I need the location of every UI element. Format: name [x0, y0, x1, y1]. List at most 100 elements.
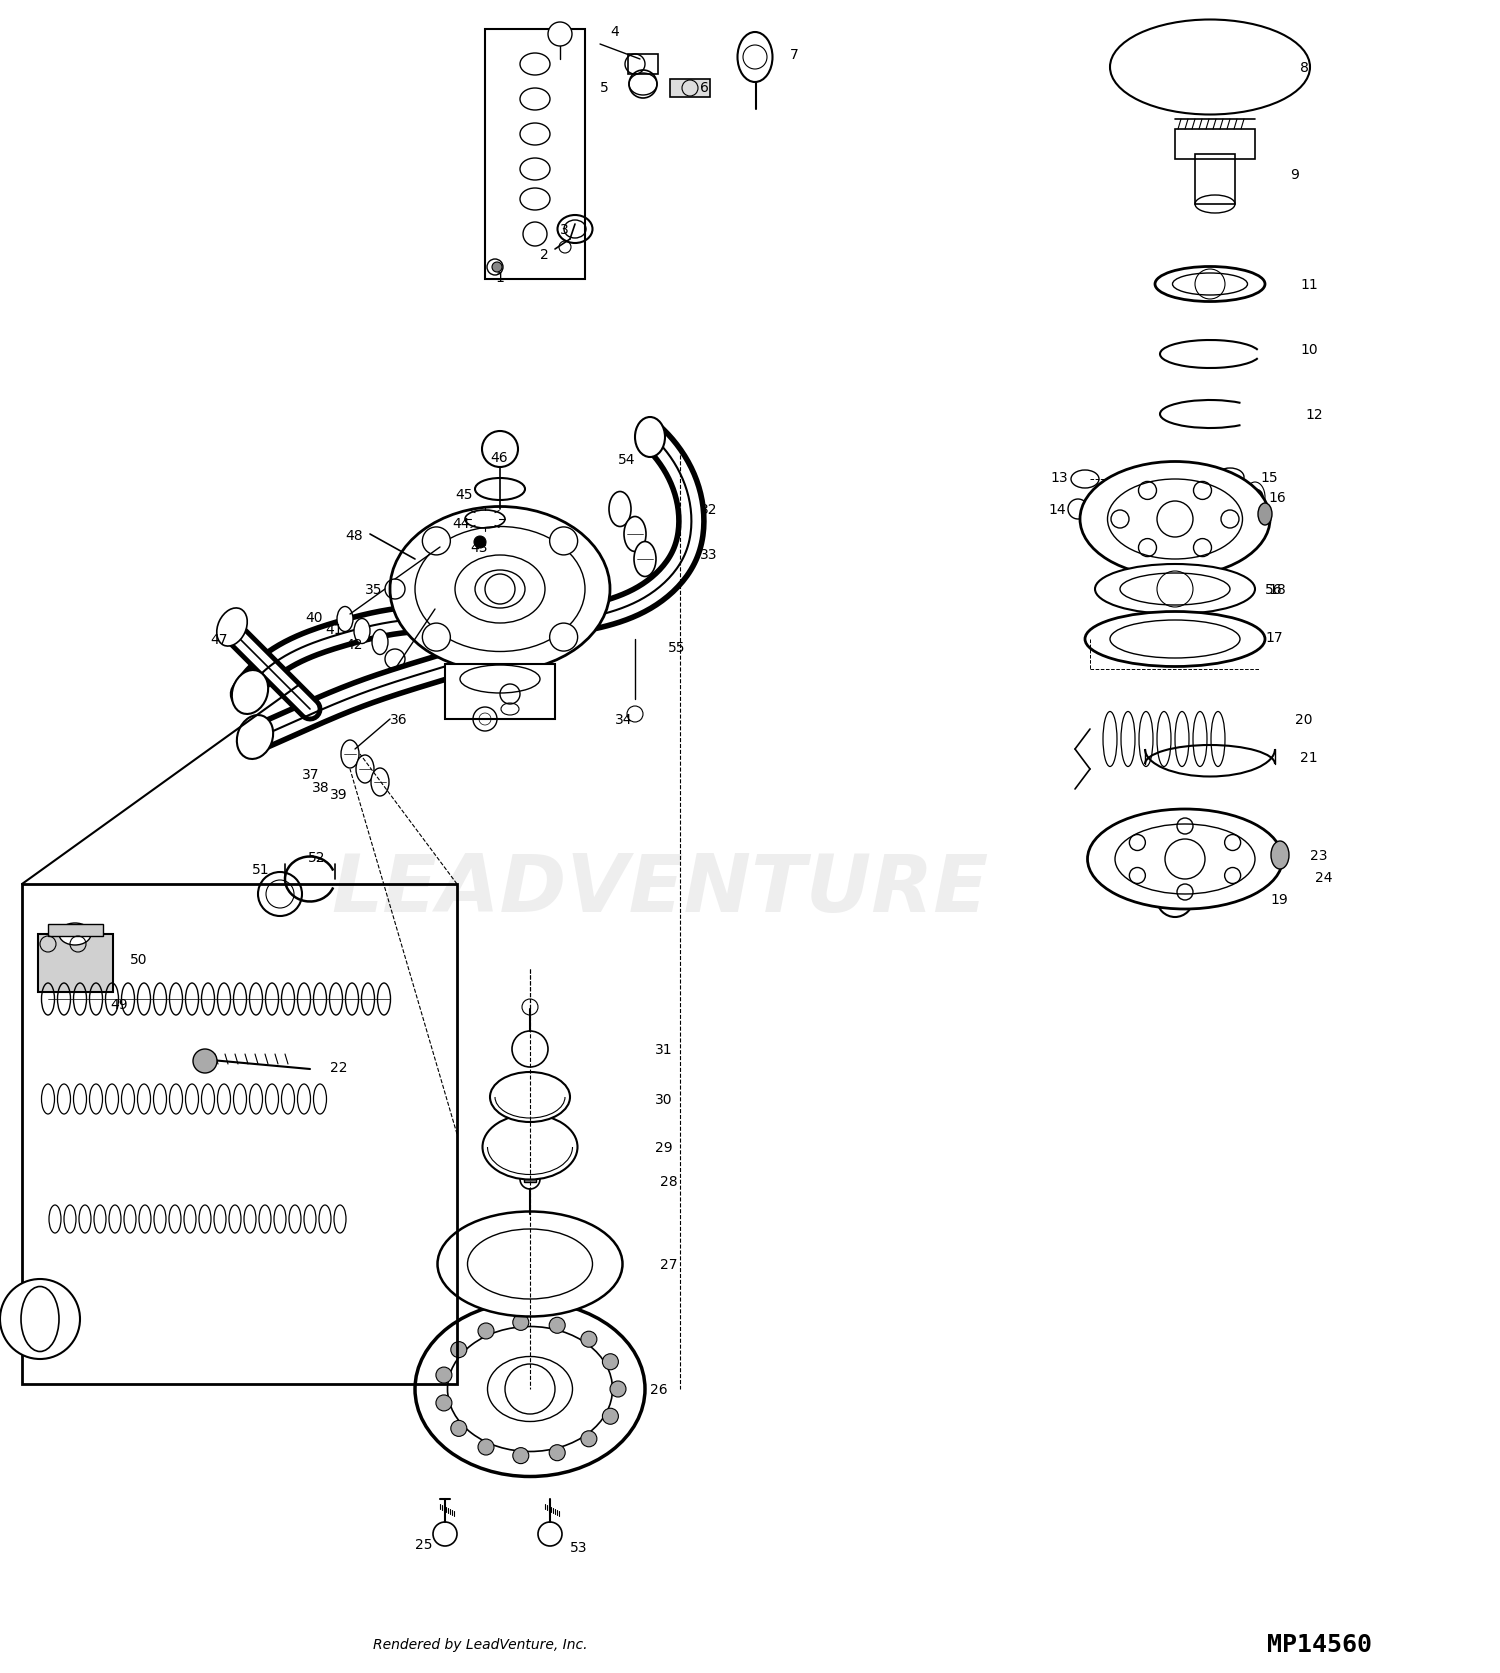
Bar [38, 935, 112, 992]
Circle shape [452, 1342, 466, 1358]
Circle shape [512, 1031, 548, 1067]
Circle shape [492, 263, 502, 273]
Text: 14: 14 [1048, 502, 1065, 517]
Text: 17: 17 [1264, 631, 1282, 644]
Text: 8: 8 [1300, 60, 1310, 75]
Text: 54: 54 [618, 453, 636, 467]
Text: 20: 20 [1294, 713, 1312, 726]
Text: 42: 42 [345, 637, 363, 651]
Ellipse shape [354, 619, 370, 644]
Text: 11: 11 [1300, 278, 1317, 291]
Text: 15: 15 [1260, 470, 1278, 485]
Text: 6: 6 [700, 80, 709, 95]
Bar [22, 885, 457, 1384]
Text: 21: 21 [1300, 751, 1317, 765]
Text: 26: 26 [650, 1382, 668, 1397]
Text: 5: 5 [600, 80, 609, 95]
Ellipse shape [624, 517, 646, 552]
Text: 30: 30 [656, 1092, 672, 1106]
Ellipse shape [356, 756, 374, 783]
Bar [1196, 156, 1234, 204]
Text: 53: 53 [570, 1541, 588, 1554]
Text: LEADVENTURE: LEADVENTURE [332, 850, 989, 929]
Circle shape [436, 1395, 451, 1410]
Circle shape [478, 1439, 494, 1456]
Text: 37: 37 [302, 768, 320, 781]
Text: 49: 49 [110, 997, 128, 1012]
Circle shape [423, 624, 450, 652]
Circle shape [603, 1409, 618, 1424]
Bar [524, 1174, 536, 1183]
Ellipse shape [1258, 504, 1272, 525]
Text: 50: 50 [130, 952, 147, 967]
Ellipse shape [416, 1302, 645, 1477]
Text: 12: 12 [1305, 408, 1323, 422]
Ellipse shape [634, 542, 656, 577]
Text: 9: 9 [1290, 167, 1299, 182]
Circle shape [1246, 490, 1263, 505]
Ellipse shape [1095, 565, 1256, 614]
Circle shape [603, 1353, 618, 1370]
Ellipse shape [483, 1114, 578, 1179]
Ellipse shape [390, 507, 610, 673]
Ellipse shape [370, 768, 388, 796]
Text: 3: 3 [560, 223, 568, 238]
Ellipse shape [232, 671, 268, 714]
Circle shape [548, 23, 572, 47]
Circle shape [488, 259, 502, 276]
Text: 43: 43 [470, 540, 488, 555]
Text: 7: 7 [790, 49, 798, 62]
Text: 23: 23 [1310, 848, 1328, 863]
Text: 29: 29 [656, 1141, 672, 1154]
Ellipse shape [490, 1072, 570, 1123]
Circle shape [474, 537, 486, 549]
Circle shape [538, 1522, 562, 1546]
Circle shape [549, 624, 578, 652]
Ellipse shape [217, 609, 248, 647]
Ellipse shape [609, 492, 631, 527]
Text: 34: 34 [615, 713, 633, 726]
Text: 32: 32 [700, 502, 717, 517]
Ellipse shape [634, 418, 664, 458]
Ellipse shape [1084, 612, 1264, 668]
Text: 4: 4 [610, 25, 618, 38]
Bar [670, 80, 710, 99]
Circle shape [549, 1445, 566, 1461]
Text: 13: 13 [1050, 470, 1068, 485]
Text: 38: 38 [312, 781, 330, 795]
Text: 28: 28 [660, 1174, 678, 1188]
Text: 10: 10 [1300, 343, 1317, 356]
Circle shape [0, 1280, 80, 1358]
Circle shape [478, 1323, 494, 1338]
Circle shape [513, 1315, 529, 1330]
Circle shape [580, 1430, 597, 1447]
Circle shape [484, 574, 514, 604]
Text: 22: 22 [330, 1061, 348, 1074]
Ellipse shape [237, 716, 273, 760]
Text: 52: 52 [308, 850, 326, 865]
Text: 56: 56 [1264, 582, 1282, 597]
Text: 41: 41 [326, 622, 342, 637]
Text: 25: 25 [416, 1537, 432, 1551]
Text: 40: 40 [304, 611, 322, 624]
Text: 51: 51 [252, 863, 270, 877]
Bar [48, 925, 104, 937]
Ellipse shape [1270, 842, 1288, 870]
Text: 35: 35 [364, 582, 382, 597]
Text: 48: 48 [345, 529, 363, 542]
Text: 39: 39 [330, 788, 348, 801]
Circle shape [194, 1049, 217, 1074]
Circle shape [520, 1169, 540, 1190]
Text: 47: 47 [210, 632, 228, 646]
Circle shape [433, 1522, 457, 1546]
Circle shape [452, 1420, 466, 1437]
Ellipse shape [1080, 462, 1270, 577]
Ellipse shape [58, 923, 92, 945]
Circle shape [436, 1367, 451, 1384]
Text: 18: 18 [1268, 582, 1286, 597]
Text: 2: 2 [540, 248, 549, 263]
Circle shape [513, 1447, 529, 1464]
Text: 45: 45 [454, 489, 472, 502]
Circle shape [627, 706, 644, 723]
Text: Rendered by LeadVenture, Inc.: Rendered by LeadVenture, Inc. [372, 1636, 588, 1651]
